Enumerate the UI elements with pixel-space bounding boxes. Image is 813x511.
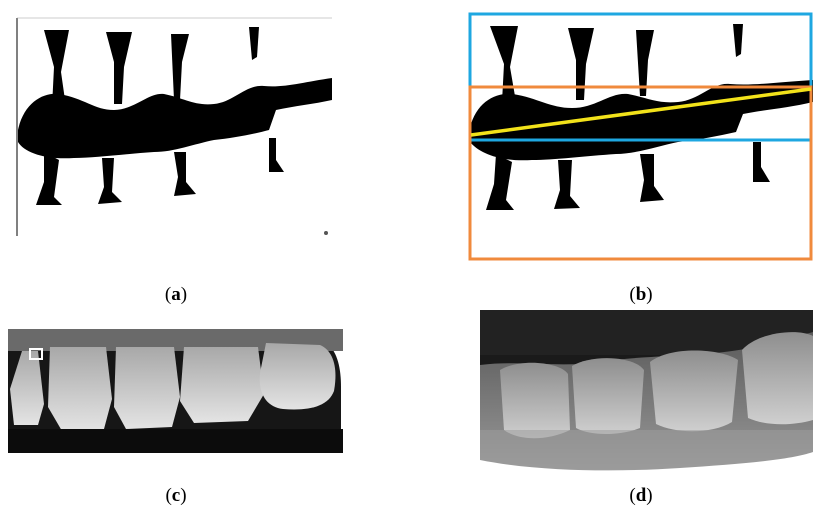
radiograph-c-graphic [8,329,343,453]
radiograph-d-graphic [480,310,813,472]
panel-c-radiograph [8,329,343,453]
binarized-teeth-graphic [14,12,334,240]
panel-d-radiograph [480,310,813,472]
lower-region-box [468,85,813,261]
caption-d: (d) [629,485,653,506]
annotated-teeth-graphic [468,12,813,262]
panel-b-annotated-image [468,12,813,262]
panel-a-binarized-image [14,12,334,240]
caption-b: (b) [629,284,653,305]
caption-a: (a) [164,284,188,305]
upper-region-box [468,12,813,142]
occlusal-line [470,87,812,137]
caption-c: (c) [165,485,187,506]
